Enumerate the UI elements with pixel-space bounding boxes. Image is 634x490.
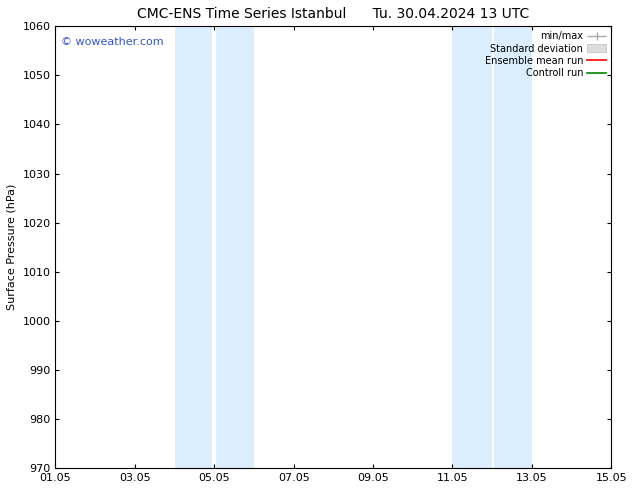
Bar	[174, 26, 212, 468]
Bar	[494, 26, 532, 468]
Text: © woweather.com: © woweather.com	[61, 37, 164, 48]
Legend: min/max, Standard deviation, Ensemble mean run, Controll run: min/max, Standard deviation, Ensemble me…	[482, 29, 609, 80]
Bar	[453, 26, 492, 468]
Bar	[216, 26, 254, 468]
Y-axis label: Surface Pressure (hPa): Surface Pressure (hPa)	[7, 184, 17, 311]
Title: CMC-ENS Time Series Istanbul      Tu. 30.04.2024 13 UTC: CMC-ENS Time Series Istanbul Tu. 30.04.2…	[137, 7, 529, 21]
